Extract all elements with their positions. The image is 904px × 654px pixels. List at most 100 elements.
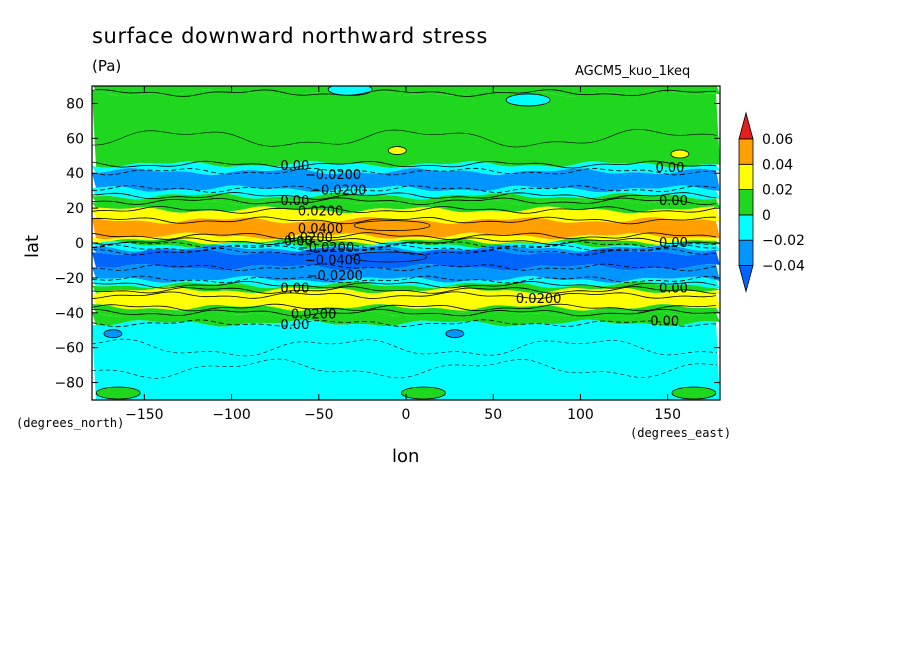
contour-line — [92, 129, 718, 148]
colorbar-segment — [738, 138, 754, 165]
contour-features — [95, 86, 717, 400]
colorbar-under — [738, 265, 754, 294]
contour-band — [92, 161, 720, 175]
contour-band — [92, 168, 720, 193]
y-tick-label: −40 — [54, 306, 84, 322]
contour-label: 0.00 — [655, 161, 684, 176]
colorbar-over — [738, 111, 754, 140]
colorbar-label: 0.06 — [762, 132, 793, 148]
y-tick-label: −60 — [54, 341, 84, 357]
x-tick-label: −100 — [212, 407, 250, 423]
contour-feature — [95, 386, 141, 400]
y-axis: −80 −60 −40 −20 0 20 40 60 80 — [54, 96, 720, 392]
contour-line — [92, 308, 717, 317]
run-label: AGCM5_kuo_1keq — [575, 64, 691, 79]
x-tick-label: 0 — [402, 407, 411, 423]
y-tick-label: 40 — [66, 166, 84, 182]
x-tick-label: 50 — [484, 407, 502, 423]
contour-line — [92, 185, 717, 193]
contour-label: 0.0200 — [298, 205, 344, 220]
colorbar-segment — [738, 239, 754, 266]
contour-label: −0.0400 — [305, 253, 361, 268]
contour-line — [92, 192, 717, 200]
colorbar-label: 0 — [762, 208, 771, 224]
contour-band — [92, 309, 720, 327]
contour-line — [92, 319, 717, 328]
chart-units: (Pa) — [92, 57, 122, 75]
contour-band — [92, 197, 720, 214]
y-tick-label: 60 — [66, 131, 84, 147]
contour-label: −0.0200 — [310, 184, 366, 199]
contour-label: 0.00 — [280, 281, 309, 296]
contour-label: 0.00 — [280, 318, 309, 333]
contour-line — [92, 232, 717, 240]
contour-line — [92, 205, 717, 214]
contour-band — [92, 185, 720, 200]
contour-band — [92, 237, 720, 249]
contour-label: 0.00 — [659, 236, 688, 251]
contour-line — [92, 160, 717, 169]
contour-label: 0.00 — [650, 315, 679, 330]
y-tick-label: 80 — [66, 96, 84, 112]
contour-line — [92, 275, 717, 284]
contour-label: 0.0200 — [287, 231, 333, 246]
contour-line — [92, 89, 717, 97]
colorbar-segment — [738, 163, 754, 191]
colorbar-label: 0.02 — [762, 183, 793, 199]
contour-label: 0.00 — [280, 159, 309, 174]
contour-line — [92, 263, 717, 272]
contour-band — [92, 291, 720, 311]
contour-band — [92, 89, 720, 168]
y-tick-label: −80 — [54, 376, 84, 392]
contour-line — [92, 240, 717, 249]
y-axis-label: lat — [22, 234, 43, 258]
contour-label: 0.00 — [659, 281, 688, 296]
contour-line — [92, 291, 717, 300]
contour-label: −0.0200 — [298, 241, 354, 256]
contour-line — [92, 216, 717, 225]
colorbar-label: −0.02 — [762, 233, 805, 249]
y-tick-label: 20 — [66, 201, 84, 217]
contour-line — [92, 338, 718, 357]
contour-line — [92, 286, 717, 294]
contour-label: 0.00 — [659, 194, 688, 209]
colorbar-segment — [738, 214, 754, 241]
x-tick-label: 100 — [567, 407, 594, 423]
contour-band — [93, 86, 720, 97]
contour-line — [92, 237, 717, 246]
contour-feature — [387, 146, 407, 155]
contour-feature — [350, 251, 427, 263]
contour-label: −0.0200 — [305, 168, 361, 183]
contour-band — [92, 206, 720, 224]
contour-line — [92, 303, 717, 312]
contour-feature — [445, 329, 465, 339]
contour-label: 0.00 — [280, 194, 309, 209]
colorbar-label: −0.04 — [762, 259, 805, 275]
contour-feature — [670, 149, 690, 159]
x-tick-label: −50 — [304, 407, 334, 423]
chart-title: surface downward northward stress — [92, 24, 488, 48]
colorbar-segment — [738, 189, 754, 216]
contour-label: 0.0200 — [291, 308, 337, 323]
contour-line — [92, 197, 717, 206]
y-tick-label: −20 — [54, 271, 84, 287]
contour-lines — [92, 89, 718, 379]
x-unit-label: (degrees_east) — [630, 426, 732, 440]
contour-label: 0.00 — [284, 234, 313, 249]
contour-feature — [505, 93, 551, 107]
contour-band — [92, 319, 720, 400]
y-unit-label: (degrees_north) — [16, 416, 125, 430]
contour-line — [92, 247, 717, 256]
colorbar-label: 0.04 — [762, 157, 793, 173]
x-tick-label: 150 — [654, 407, 681, 423]
contour-feature — [353, 220, 431, 231]
contour-line — [92, 167, 717, 176]
colorbar: −0.04 −0.02 0 0.02 0.04 0.06 — [738, 111, 805, 294]
contour-feature — [327, 86, 373, 96]
contour-band — [92, 192, 720, 205]
contour-label: 0.0200 — [516, 292, 562, 307]
contour-label: −0.0200 — [307, 269, 363, 284]
contour-label: 0.0400 — [298, 222, 344, 237]
contour-line — [92, 358, 718, 379]
